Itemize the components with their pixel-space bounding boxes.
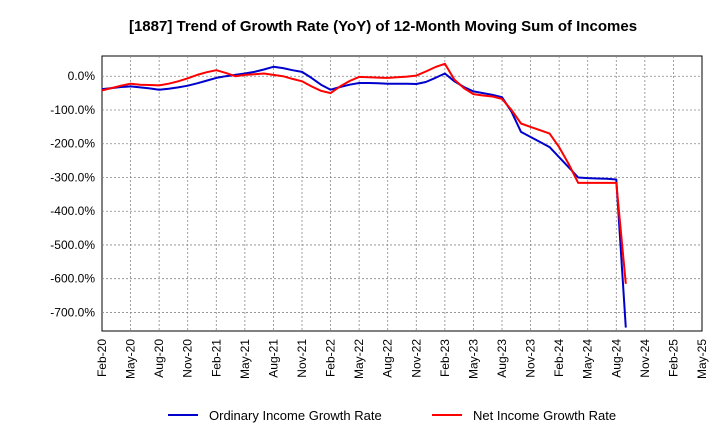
legend: Ordinary Income Growth Rate Net Income Gr… [168, 408, 616, 423]
x-tick-label: May-22 [352, 339, 366, 379]
x-tick-label: Feb-23 [438, 339, 452, 377]
x-tick-label: Aug-24 [609, 339, 623, 378]
x-tick-label: Nov-24 [638, 339, 652, 378]
y-tick-label: -200.0% [50, 137, 95, 151]
grid-layer [101, 55, 703, 332]
y-tick-label: -100.0% [50, 103, 95, 117]
legend-label: Ordinary Income Growth Rate [209, 408, 382, 423]
series-line-ordinary-income [101, 65, 627, 328]
x-tick-label: May-21 [238, 339, 252, 379]
y-tick-label: 0.0% [68, 69, 96, 83]
y-tick-label: -500.0% [50, 238, 95, 252]
tick-layer: 0.0% -100.0% -200.0% -300.0% -400.0% -500.0% -… [50, 69, 709, 379]
plot-frame [101, 55, 703, 332]
y-tick-label: -600.0% [50, 272, 95, 286]
x-tick-label: Feb-24 [552, 339, 566, 377]
series-layer [101, 62, 627, 328]
x-tick-label: Nov-22 [409, 339, 423, 378]
series-line-net-income [101, 62, 627, 284]
x-tick-label: Nov-21 [295, 339, 309, 378]
x-tick-label: Aug-22 [381, 339, 395, 378]
legend-label: Net Income Growth Rate [473, 408, 616, 423]
y-tick-label: -400.0% [50, 204, 95, 218]
x-tick-label: May-20 [124, 339, 138, 379]
y-tick-label: -300.0% [50, 170, 95, 184]
x-tick-label: Nov-20 [181, 339, 195, 378]
x-tick-label: Feb-21 [209, 339, 223, 377]
y-tick-label: -700.0% [50, 305, 95, 319]
x-tick-label: Feb-22 [324, 339, 338, 377]
x-tick-label: May-24 [581, 339, 595, 379]
x-tick-label: Aug-21 [266, 339, 280, 378]
x-tick-label: Aug-23 [495, 339, 509, 378]
x-tick-label: Feb-25 [666, 339, 680, 377]
x-tick-label: Aug-20 [152, 339, 166, 378]
x-tick-label: May-25 [695, 339, 709, 379]
x-tick-label: May-23 [466, 339, 480, 379]
x-tick-label: Feb-20 [95, 339, 109, 377]
chart-title: [1887] Trend of Growth Rate (YoY) of 12-… [129, 18, 637, 35]
x-tick-label: Nov-23 [524, 339, 538, 378]
